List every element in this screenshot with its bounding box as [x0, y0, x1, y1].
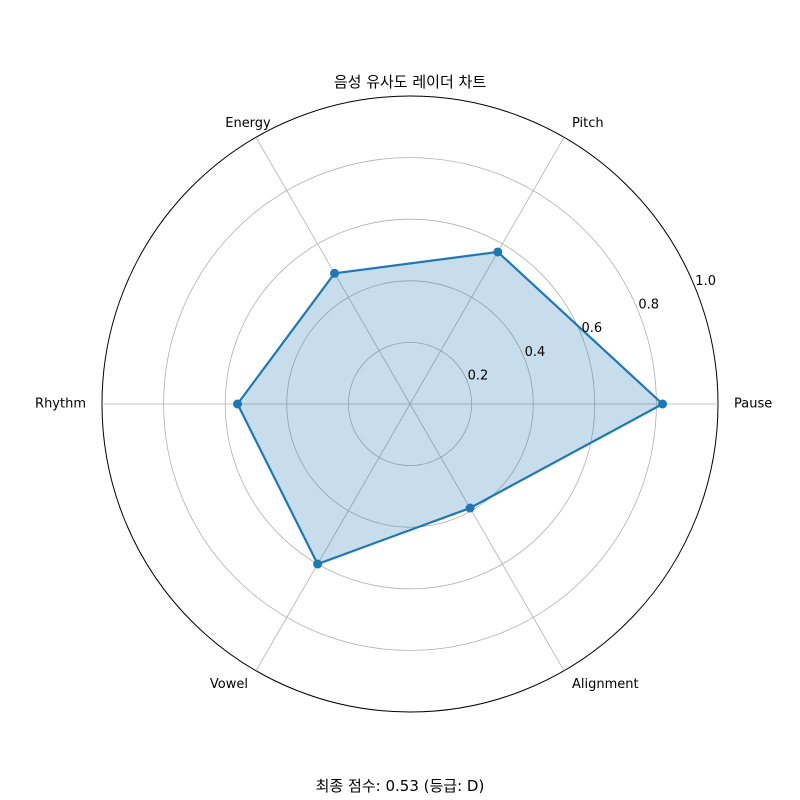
r-tick-label: 0.2 [468, 368, 489, 383]
final-score-text: 최종 점수: 0.53 (등급: D) [315, 777, 485, 795]
r-tick-label: 0.8 [638, 298, 659, 313]
axis-label-rhythm: Rhythm [35, 397, 86, 412]
data-point-rhythm [233, 399, 243, 409]
r-tick-label: 1.0 [695, 274, 716, 289]
spoke-pitch [409, 137, 565, 405]
r-tick-label: 0.6 [581, 321, 602, 336]
label-layer: 0.2 0.4 0.6 0.8 1.0 Pause Pitch Energy Rhythm Vow… [35, 116, 772, 692]
r-tick-label: 0.4 [525, 345, 546, 360]
chart-title: 음성 유사도 레이더 차트 [334, 73, 487, 91]
series-area [237, 251, 663, 565]
axis-label-pause: Pause [734, 397, 772, 412]
axis-label-alignment: Alignment [572, 677, 639, 692]
data-point-pause [658, 399, 668, 409]
spoke-alignment [409, 403, 565, 671]
radar-grid [101, 95, 719, 713]
axis-label-pitch: Pitch [572, 116, 604, 131]
data-point-vowel [313, 559, 323, 569]
data-point-pitch [493, 247, 503, 257]
spoke-vowel [255, 403, 411, 671]
axis-label-vowel: Vowel [210, 677, 248, 692]
data-point-alignment [465, 503, 475, 513]
data-point-energy [330, 268, 340, 278]
series-layer [233, 247, 668, 569]
axis-label-energy: Energy [225, 116, 271, 131]
